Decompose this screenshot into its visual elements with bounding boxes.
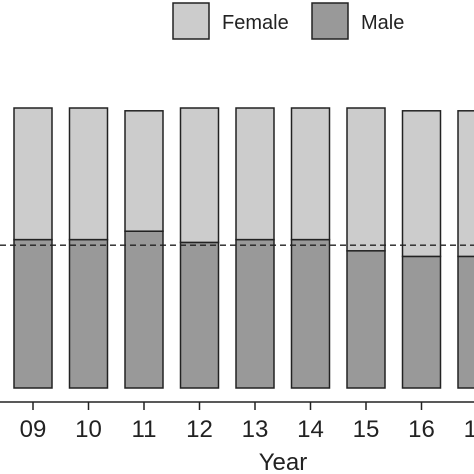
- bar-male-13: [235, 238, 275, 389]
- bar-male-16: [401, 255, 442, 389]
- x-tick-label-15: 15: [353, 416, 380, 443]
- bar-male-10: [68, 238, 109, 389]
- bar-male-15: [346, 250, 386, 389]
- x-tick-label-16: 16: [408, 416, 435, 443]
- x-axis-ticks: 09 10 11 12 13 14 15 16 17: [20, 402, 474, 443]
- x-tick-label-12: 12: [186, 416, 213, 443]
- bar-male-12: [179, 241, 220, 389]
- bar-series-group: [13, 107, 474, 389]
- bar-female-14: [290, 107, 331, 241]
- x-axis-title: Year: [259, 449, 308, 474]
- x-tick-label-13: 13: [242, 416, 269, 443]
- legend-label-female: Female: [222, 12, 289, 34]
- x-tick-label-14: 14: [297, 416, 324, 443]
- bar-female-17: [457, 110, 474, 258]
- bar-female-15: [346, 107, 386, 252]
- bar-male-09: [13, 238, 53, 389]
- x-tick-label-10: 10: [75, 416, 102, 443]
- x-tick-label-11: 11: [132, 416, 157, 443]
- bar-female-13: [235, 107, 275, 241]
- bar-female-12: [179, 107, 220, 244]
- x-tick-label-17: 17: [464, 416, 474, 443]
- bar-male-14: [290, 238, 331, 389]
- legend-label-male: Male: [361, 12, 404, 34]
- bar-female-16: [401, 110, 442, 258]
- legend-swatch-male: [311, 2, 349, 40]
- legend-swatch-female: [172, 2, 210, 40]
- legend: Female Male: [172, 2, 404, 40]
- bar-female-10: [68, 107, 109, 241]
- bar-female-09: [13, 107, 53, 241]
- bar-male-11: [124, 230, 164, 389]
- bar-female-11: [124, 110, 164, 232]
- x-tick-label-09: 09: [20, 416, 47, 443]
- bar-male-17: [457, 255, 474, 389]
